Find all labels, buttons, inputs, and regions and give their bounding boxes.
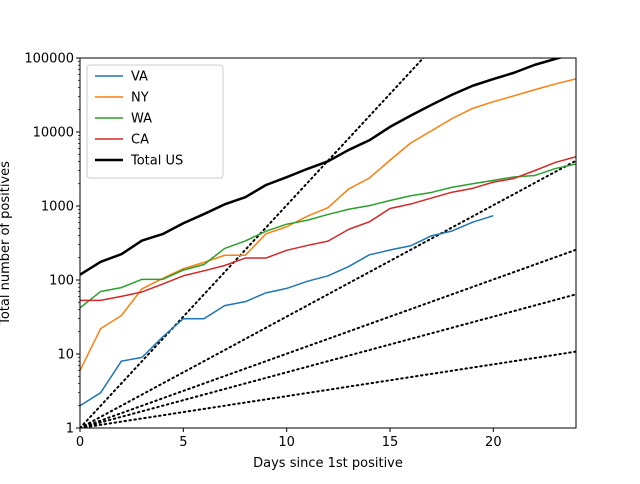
series-line-ny	[80, 78, 576, 371]
reference-line-doubling-1d	[80, 58, 425, 428]
series-line-va	[80, 215, 494, 407]
series-line-total-us	[80, 58, 564, 276]
y-tick-label: 100000	[24, 52, 74, 67]
x-tick-label: 10	[278, 435, 295, 450]
reference-line-doubling-4d	[80, 293, 576, 428]
x-tick-label: 20	[485, 435, 502, 450]
series-line-wa	[80, 163, 576, 309]
legend-label: Total US	[130, 154, 183, 169]
series-line-ca	[80, 155, 576, 302]
y-axis-label: Total number of positives	[0, 161, 13, 326]
legend-label: CA	[131, 133, 149, 148]
x-axis-label: Days since 1st positive	[253, 456, 403, 471]
y-tick-label: 100	[49, 274, 74, 289]
legend-label: NY	[131, 91, 149, 106]
y-tick-label: 1	[66, 422, 74, 437]
x-tick-label: 5	[179, 435, 187, 450]
reference-line-doubling-3d	[80, 248, 576, 428]
y-tick-label: 1000	[41, 200, 74, 215]
axes-frame	[79, 57, 577, 429]
reference-line-doubling-7d	[80, 350, 576, 428]
legend-box	[86, 64, 224, 179]
reference-line-doubling-2d	[80, 159, 576, 428]
y-tick-label: 10000	[33, 126, 74, 141]
plot-area	[80, 58, 576, 428]
legend-label: WA	[131, 112, 152, 127]
x-tick-label: 0	[76, 435, 84, 450]
legend-label: VA	[131, 70, 148, 85]
x-tick-label: 15	[382, 435, 399, 450]
ticks: 0 5 10 15 20 1 10 100 1000 10000 100000	[24, 52, 501, 451]
legend: VA NY WA CA Total US	[86, 64, 224, 179]
y-tick-label: 10	[57, 348, 74, 363]
